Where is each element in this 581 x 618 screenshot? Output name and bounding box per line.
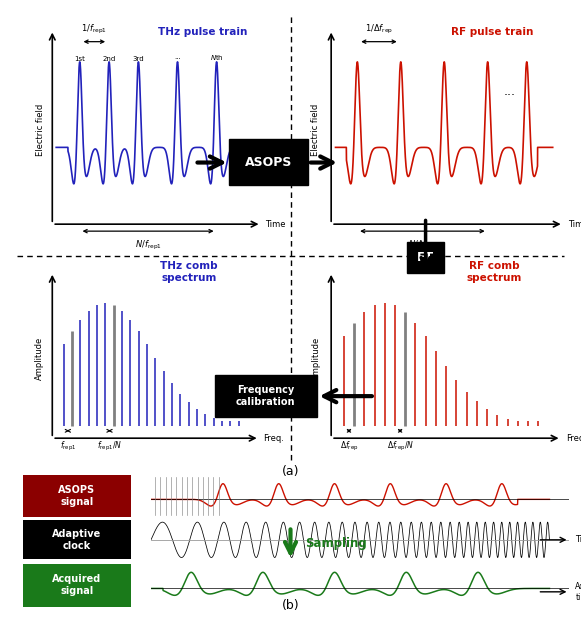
Text: Electric field: Electric field [36, 103, 45, 156]
Text: 1st: 1st [74, 56, 85, 62]
Text: ···: ··· [503, 90, 515, 103]
Text: Frequency
calibration: Frequency calibration [236, 385, 296, 407]
Text: RF comb
spectrum: RF comb spectrum [466, 261, 522, 282]
Text: Adaptive
clock: Adaptive clock [52, 529, 102, 551]
Text: ASOPS: ASOPS [245, 156, 292, 169]
Text: 2nd: 2nd [102, 56, 116, 62]
Text: $N/f_{\rm rep1}$: $N/f_{\rm rep1}$ [135, 239, 162, 252]
Bar [229, 139, 308, 185]
Text: Time: Time [266, 219, 286, 229]
Text: Acquired
signal: Acquired signal [52, 575, 102, 596]
Text: $1/f_{\rm rep1}$: $1/f_{\rm rep1}$ [81, 23, 107, 36]
Text: $N$th: $N$th [210, 53, 224, 62]
Bar [215, 375, 317, 417]
Text: Amplitude: Amplitude [312, 337, 321, 379]
Text: 3rd: 3rd [132, 56, 144, 62]
Text: ASOPS
signal: ASOPS signal [59, 486, 95, 507]
Text: Freq.: Freq. [263, 434, 284, 442]
Text: Sampling: Sampling [305, 537, 367, 551]
Text: Freq.: Freq. [566, 434, 581, 442]
Text: THz pulse train: THz pulse train [158, 27, 248, 36]
Bar [407, 242, 444, 273]
Text: $f_{\rm rep1}$: $f_{\rm rep1}$ [60, 439, 76, 452]
Text: Adapted
time: Adapted time [575, 582, 581, 601]
Text: $N/\Delta f_{\rm rep}$: $N/\Delta f_{\rm rep}$ [408, 239, 437, 252]
Text: RF pulse train: RF pulse train [451, 27, 533, 36]
Text: $\Delta f_{\rm rep}/N$: $\Delta f_{\rm rep}/N$ [386, 439, 414, 452]
Text: (b): (b) [282, 599, 299, 612]
Text: Time: Time [568, 219, 581, 229]
Text: Electric field: Electric field [311, 103, 321, 156]
Text: Time: Time [575, 535, 581, 544]
Text: ···: ··· [174, 56, 181, 62]
Text: FT: FT [417, 251, 434, 265]
Text: $1/\Delta f_{\rm rep}$: $1/\Delta f_{\rm rep}$ [365, 23, 393, 36]
Text: $\Delta f_{\rm rep}$: $\Delta f_{\rm rep}$ [340, 439, 358, 452]
Text: THz comb
spectrum: THz comb spectrum [160, 261, 218, 282]
Text: Amplitude: Amplitude [34, 337, 44, 379]
Text: $f_{\rm rep1}/N$: $f_{\rm rep1}/N$ [97, 439, 122, 452]
Text: (a): (a) [282, 465, 299, 478]
